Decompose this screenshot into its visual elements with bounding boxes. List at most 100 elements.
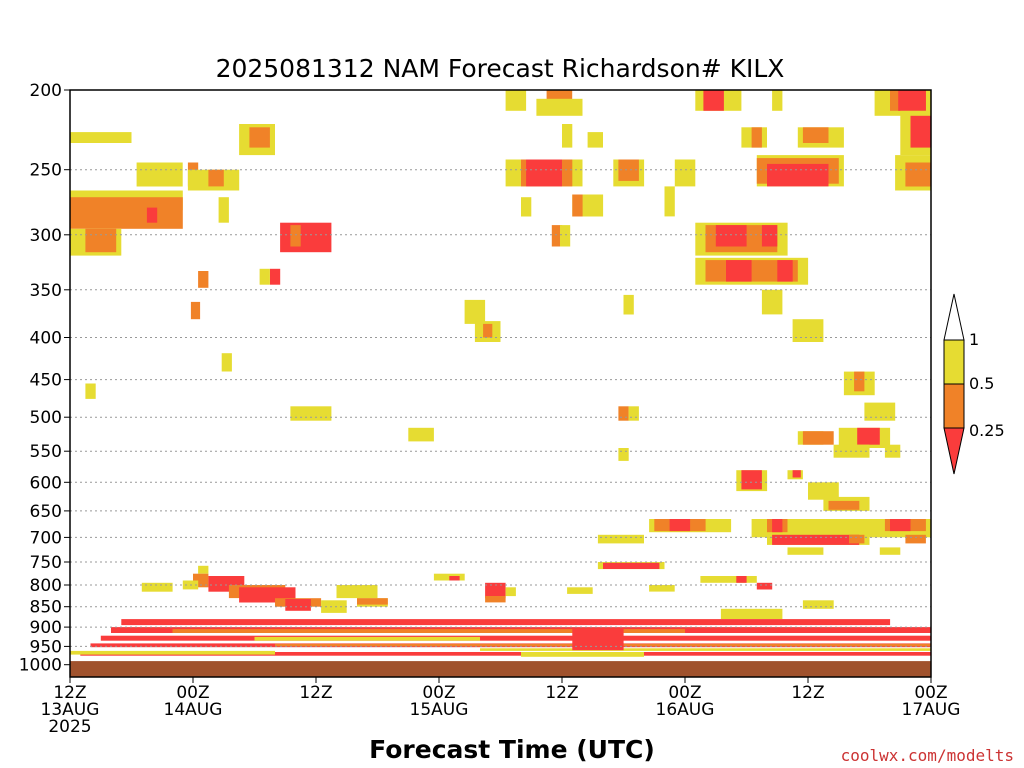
heatmap-cell (808, 482, 839, 500)
heatmap-cell (741, 470, 762, 490)
heatmap-cell (802, 127, 829, 143)
heatmap-cell (792, 470, 801, 478)
heatmap-cell (623, 294, 634, 315)
heatmap-cell (715, 225, 747, 247)
heatmap-cell (756, 582, 773, 590)
y-tick-label: 550 (30, 442, 62, 462)
heatmap-cell (449, 576, 460, 581)
heatmap-cell (70, 132, 132, 143)
y-tick-label: 950 (30, 637, 62, 657)
heatmap-cell (80, 652, 932, 656)
heatmap-cell (321, 600, 347, 613)
heatmap-cell (910, 115, 931, 148)
heatmap-cell (560, 225, 571, 247)
heatmap-cell (567, 587, 593, 594)
heatmap-cell (669, 519, 691, 532)
legend-swatch (943, 383, 965, 429)
heatmap-cell (141, 582, 173, 592)
heatmap-cell (505, 90, 527, 111)
heatmap-cell (536, 98, 583, 116)
heatmap-cell (898, 90, 926, 111)
legend-label: 0.5 (969, 374, 994, 393)
heatmap-cell (587, 132, 603, 148)
legend-swatch (943, 339, 965, 385)
heatmap-cell (618, 448, 629, 461)
heatmap-cell (628, 406, 639, 421)
x-tick-label: 16AUG (656, 700, 715, 720)
heatmap-cell (905, 534, 926, 544)
heatmap-cell (572, 629, 624, 651)
heatmap-cell (218, 197, 229, 223)
heatmap-cell (720, 608, 783, 620)
heatmap-cell (249, 127, 270, 148)
y-tick-label: 250 (30, 161, 62, 181)
heatmap-cell (208, 169, 224, 187)
heatmap-cell (85, 383, 96, 399)
heatmap-cell (736, 576, 747, 583)
heatmap-cell (572, 194, 583, 217)
heatmap-cell (777, 260, 793, 282)
heatmap-cell (751, 127, 762, 148)
heatmap-cell (828, 500, 860, 510)
x-tick-label: 12Z (545, 683, 578, 703)
x-tick-label: 12Z (791, 683, 824, 703)
heatmap-cell (121, 619, 891, 626)
heatmap-cell (70, 197, 183, 229)
y-tick-label: 200 (30, 81, 62, 101)
y-tick-label: 650 (30, 502, 62, 522)
y-tick-label: 800 (30, 576, 62, 596)
heatmap-cell (562, 124, 573, 148)
y-tick-label: 450 (30, 371, 62, 391)
heatmap-cell (336, 585, 378, 599)
heatmap-cell (408, 427, 434, 442)
heatmap-cell (802, 431, 834, 445)
heatmap-cell (136, 162, 183, 187)
heatmap-cell (703, 90, 724, 111)
y-tick-label: 900 (30, 618, 62, 638)
heatmap-cell (802, 600, 834, 609)
heatmap-cell (772, 90, 783, 111)
heatmap-cell (767, 163, 829, 187)
x-tick-label: 00Z (422, 683, 455, 703)
y-tick-label: 300 (30, 226, 62, 246)
heatmap-cell (649, 585, 675, 592)
chart-title: 2025081312 NAM Forecast Richardson# KILX (216, 54, 785, 83)
heatmap-cell (100, 635, 932, 641)
heatmap-cell (726, 260, 752, 282)
heatmap-cell (280, 222, 332, 253)
heatmap-cell (357, 598, 388, 605)
y-tick-label: 600 (30, 473, 62, 493)
x-tick-label: 12Z (299, 683, 332, 703)
y-tick-label: 700 (30, 528, 62, 548)
heatmap-cell (772, 534, 860, 545)
heatmap-cell (890, 519, 911, 532)
credit-text: coolwx.com/modelts (841, 746, 1014, 765)
y-tick-label: 350 (30, 281, 62, 301)
heatmap-cell (526, 159, 562, 187)
heatmap-cell (198, 565, 209, 574)
heatmap-cell (864, 402, 896, 421)
x-tick-label: 00Z (668, 683, 701, 703)
legend-swatch (943, 427, 965, 475)
x-tick-label: 00Z (914, 683, 947, 703)
heatmap-cell (854, 371, 865, 392)
heatmap-cell (485, 582, 506, 599)
heatmap-cell (259, 268, 270, 285)
legend: 1 0.5 0.25 (943, 293, 1005, 475)
heatmap-cell (70, 650, 275, 655)
x-tick-label: 14AUG (164, 700, 223, 720)
x-axis-label: Forecast Time (UTC) (369, 735, 655, 764)
heatmap-cell (787, 547, 824, 555)
heatmap-cell (761, 289, 783, 315)
y-tick-label: 500 (30, 408, 62, 428)
heatmap-cell (505, 587, 516, 597)
heatmap-cell (772, 519, 783, 533)
heatmap-cell (146, 207, 158, 223)
heatmap-cell (290, 406, 332, 421)
y-tick-label: 400 (30, 329, 62, 349)
heatmap-cell (603, 562, 660, 569)
heatmap-cells (70, 90, 932, 657)
x-tick-label: 00Z (176, 683, 209, 703)
